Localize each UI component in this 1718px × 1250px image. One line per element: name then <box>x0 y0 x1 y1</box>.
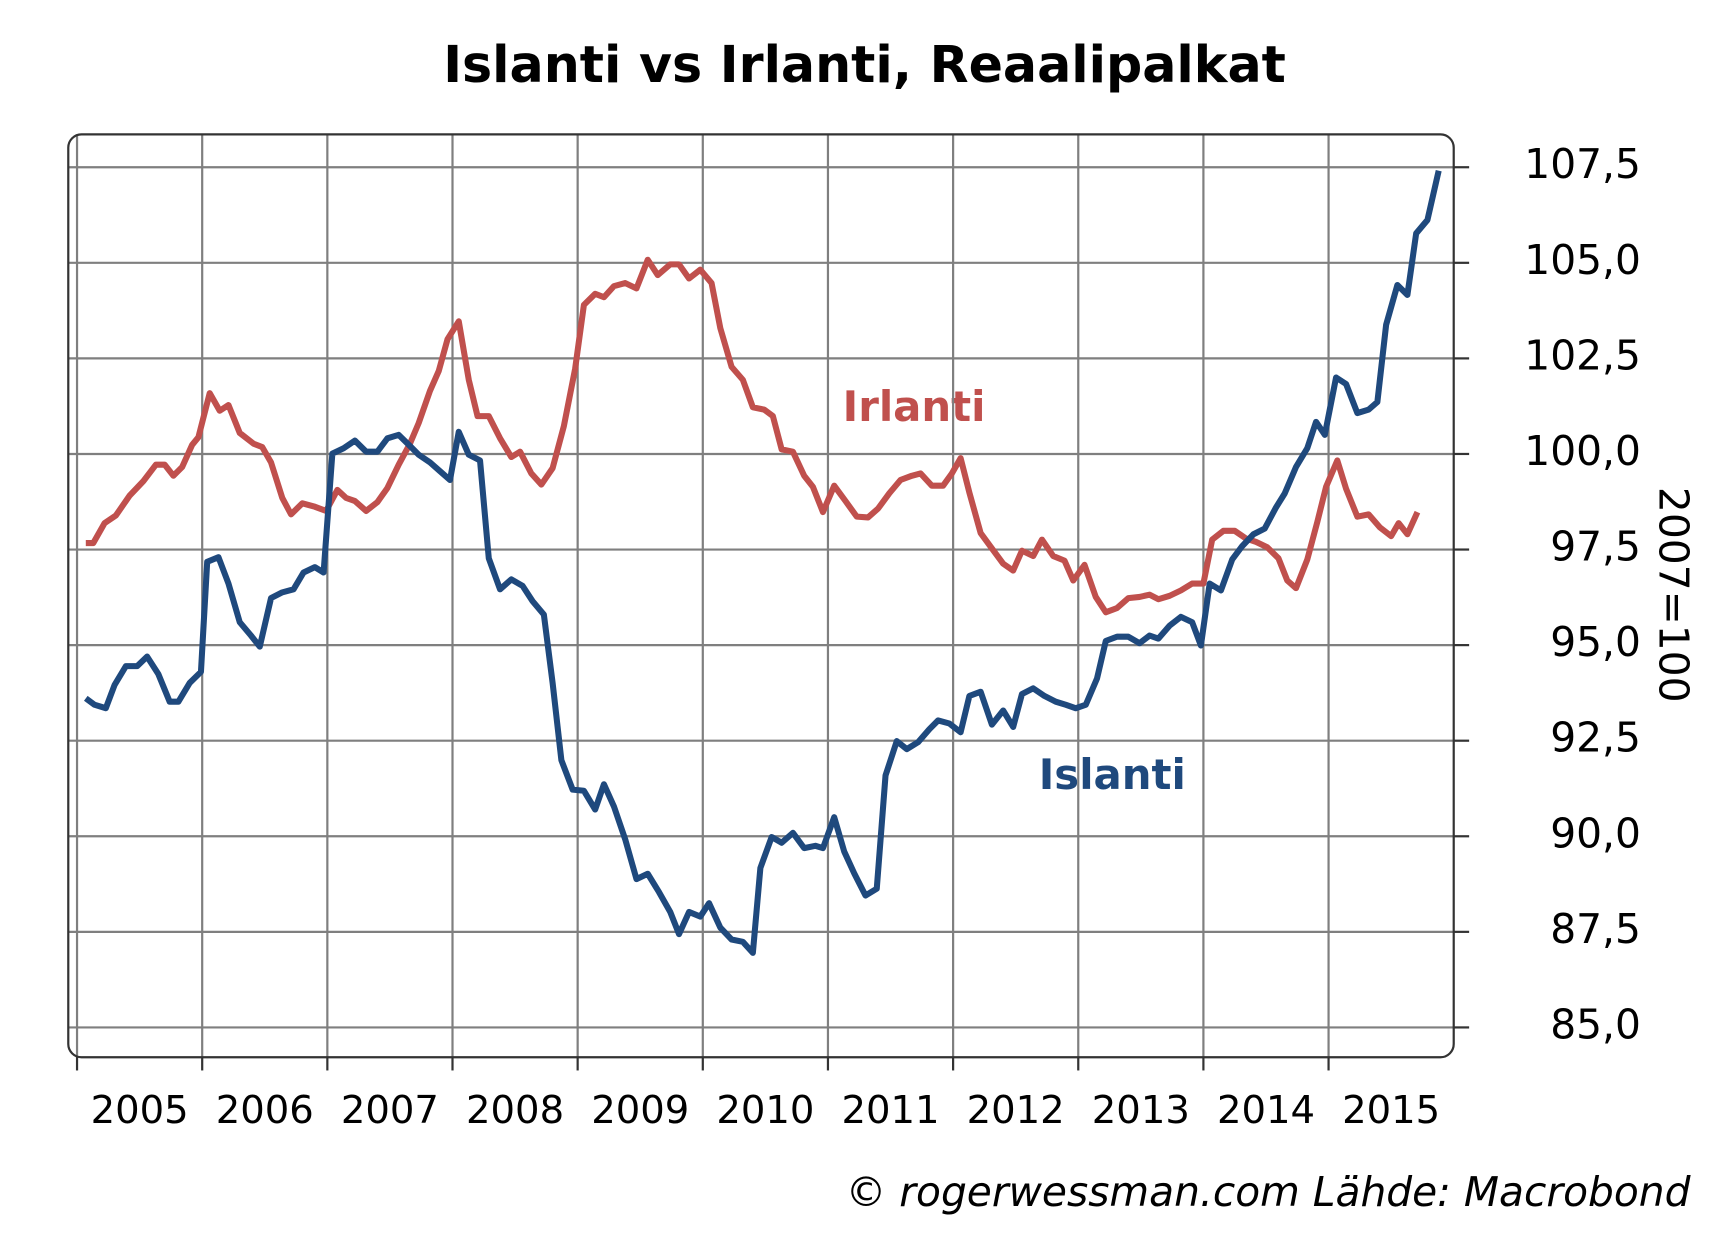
y-tick-label: 92,5 <box>1550 714 1641 762</box>
x-tick-label: 2010 <box>716 1088 814 1133</box>
series-line <box>83 170 1442 956</box>
plot-frame <box>67 133 1455 1059</box>
series-line <box>85 256 1421 616</box>
y-tick-label: 100,0 <box>1524 427 1641 475</box>
y-axis-label: 2007=100 <box>1650 487 1698 703</box>
y-tick-label: 87,5 <box>1550 905 1641 953</box>
x-tick-label: 2007 <box>341 1088 439 1133</box>
series-label: Islanti <box>1039 750 1186 799</box>
y-tick-label: 102,5 <box>1524 331 1641 379</box>
x-tick-label: 2008 <box>466 1088 564 1133</box>
y-tick-label: 105,0 <box>1524 236 1641 284</box>
y-tick-label: 95,0 <box>1550 618 1641 666</box>
x-tick-label: 2011 <box>841 1088 939 1133</box>
source-note: © rogerwessman.com Lähde: Macrobond <box>846 1168 1692 1216</box>
y-tick-label: 107,5 <box>1524 140 1641 188</box>
y-tick-label: 85,0 <box>1550 1000 1641 1048</box>
y-tick-label: 97,5 <box>1550 523 1641 571</box>
chart-body: Islanti vs Irlanti, Reaalipalkat 2007=10… <box>67 35 1698 1216</box>
x-tick-label: 2009 <box>591 1088 689 1133</box>
x-tick-label: 2005 <box>91 1088 189 1133</box>
x-tick-label: 2006 <box>216 1088 314 1133</box>
x-tick-label: 2014 <box>1217 1088 1315 1133</box>
series-label: Irlanti <box>843 382 986 431</box>
y-tick-label: 90,0 <box>1550 809 1641 857</box>
x-tick-label: 2013 <box>1092 1088 1190 1133</box>
chart-title: Islanti vs Irlanti, Reaalipalkat <box>443 35 1286 94</box>
x-tick-label: 2012 <box>967 1088 1065 1133</box>
x-tick-label: 2015 <box>1342 1088 1440 1133</box>
